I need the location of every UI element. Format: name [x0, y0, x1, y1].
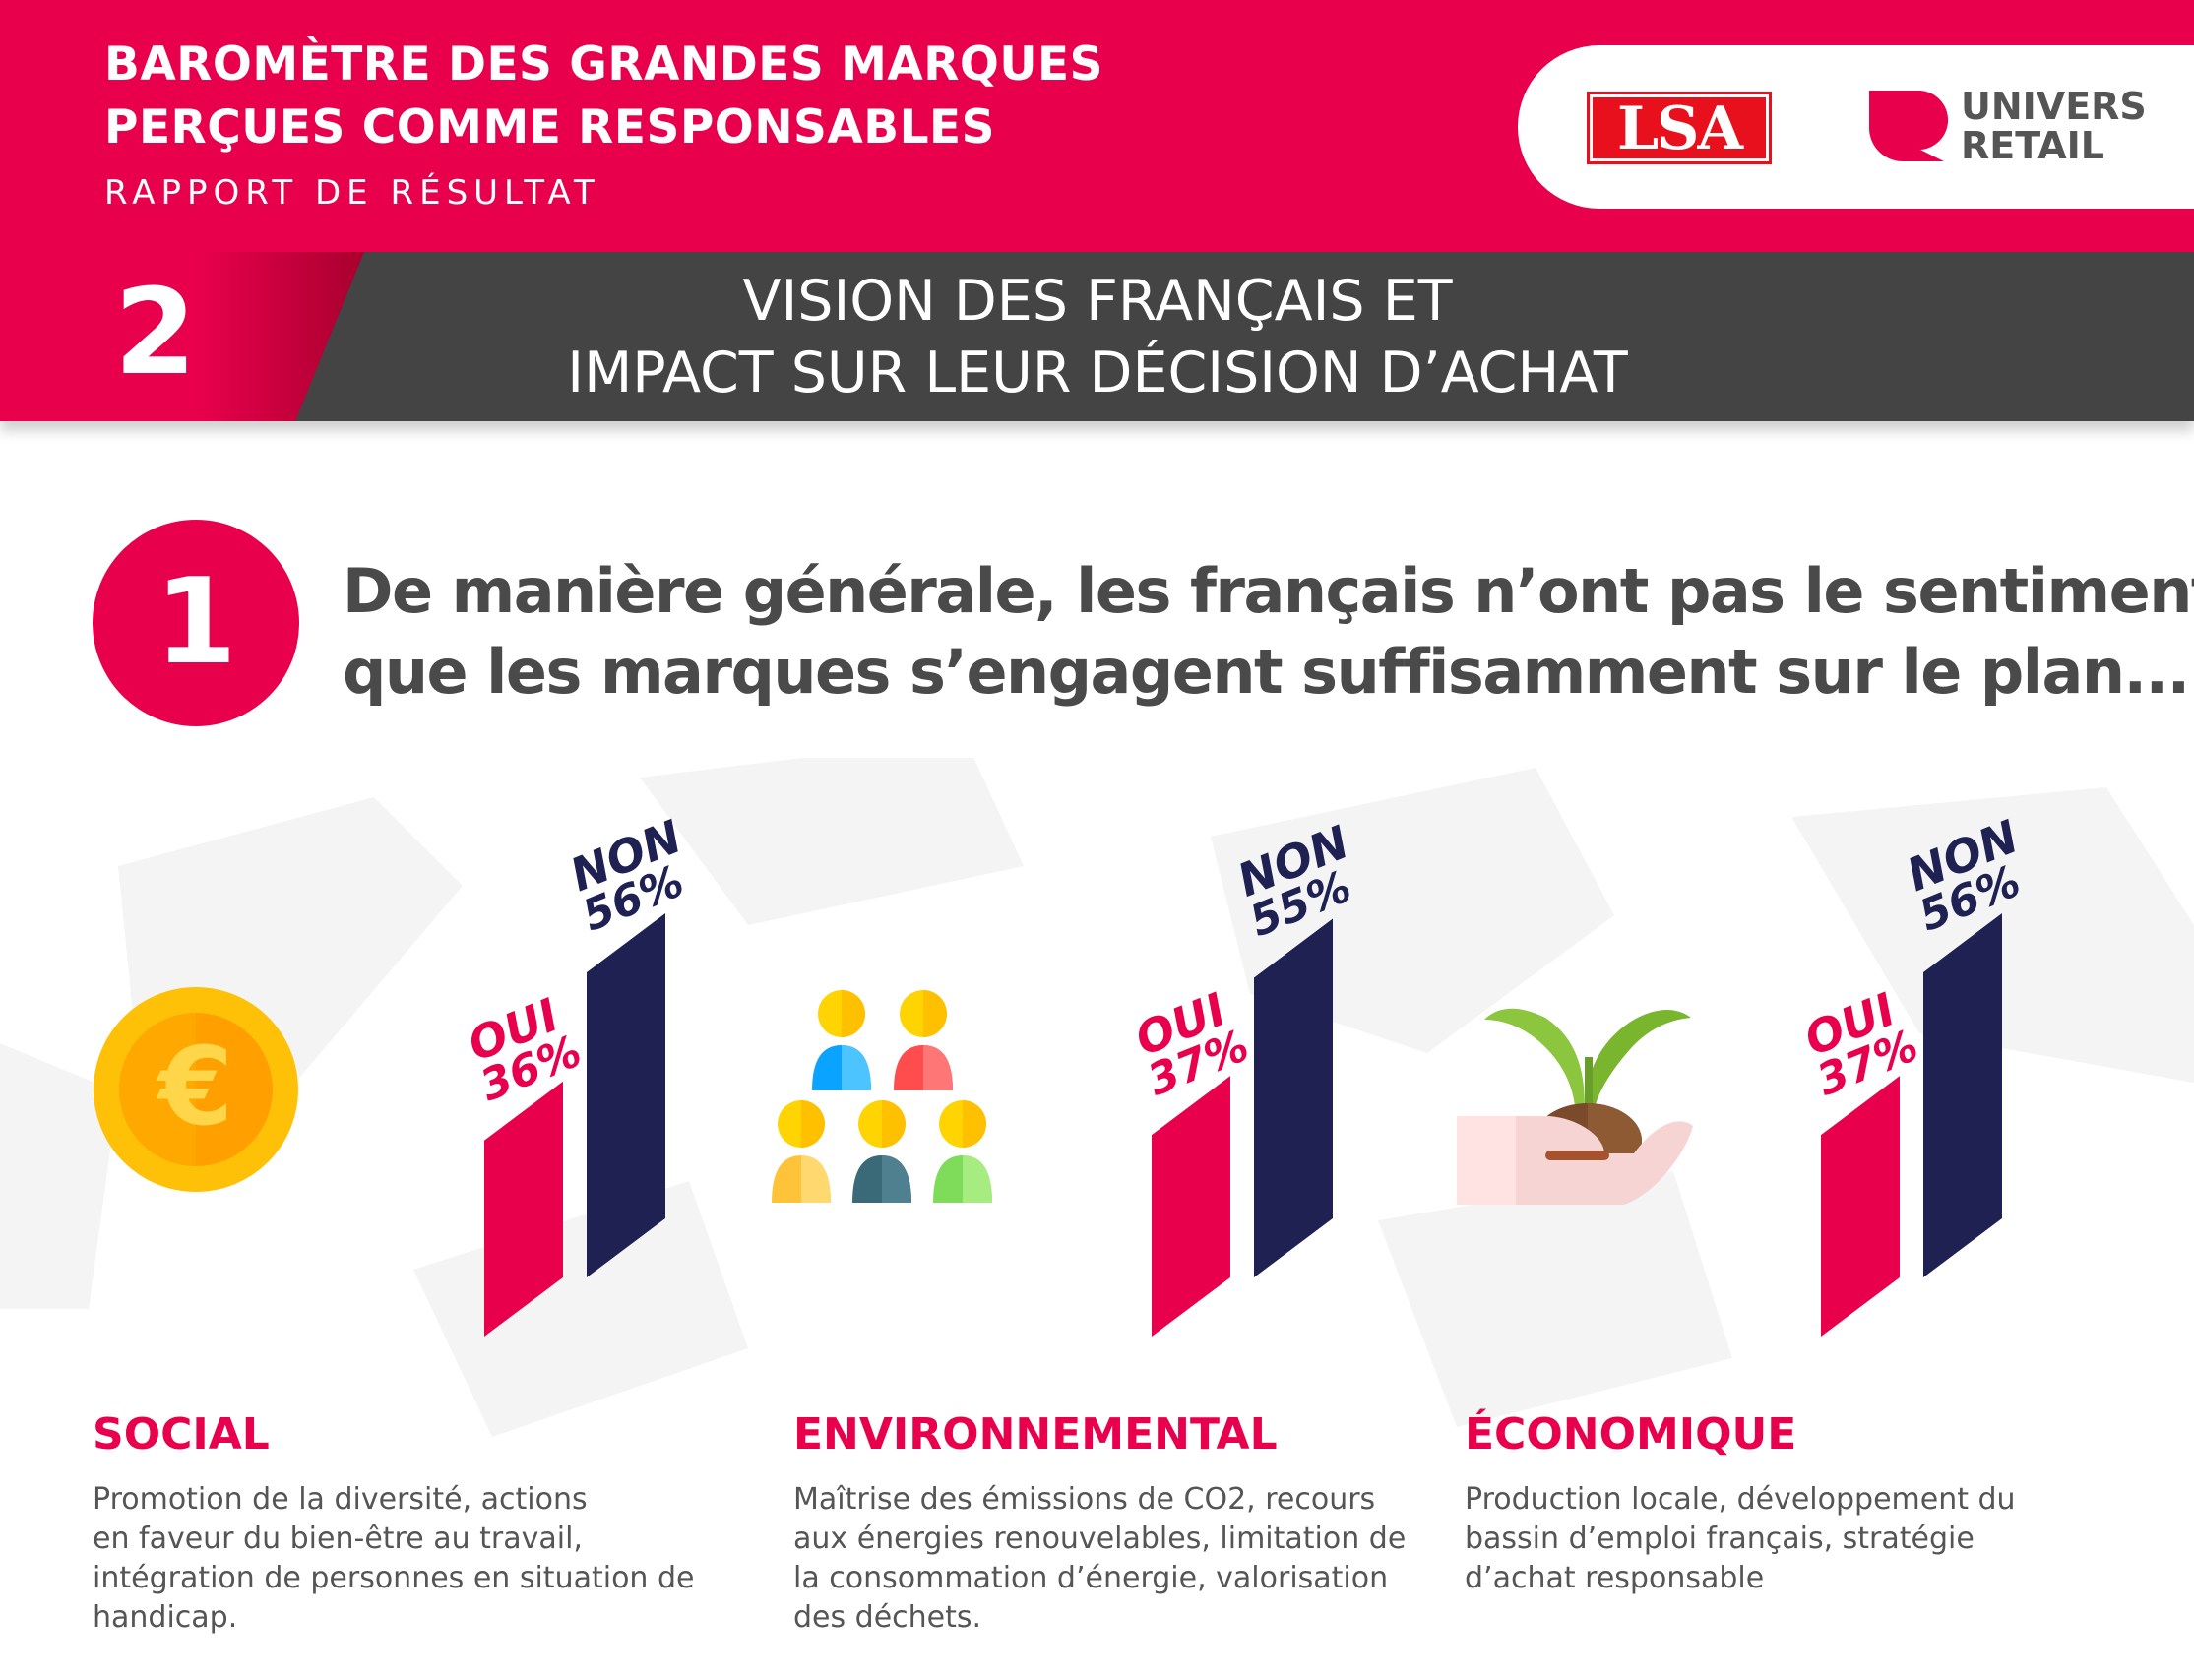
svg-text:€: €: [156, 1024, 234, 1150]
category-desc-social: Promotion de la diversité, actions en fa…: [93, 1480, 722, 1638]
bar-non-2: [1923, 913, 2002, 1277]
desc-line: aux énergies renouvelables, limitation d…: [793, 1522, 1407, 1556]
report-title-line2: PERÇUES COMME RESPONSABLES: [104, 100, 996, 155]
lsa-logo: LSA: [1587, 92, 1772, 164]
bar-oui-1: [1152, 1076, 1230, 1337]
desc-line: bassin d’emploi français, stratégie: [1465, 1522, 1975, 1556]
univers-retail-line2: RETAIL: [1961, 124, 2104, 167]
question-line2: que les marques s’engagent suffisamment …: [343, 636, 2190, 708]
section-title: VISION DES FRANÇAIS ET IMPACT SUR LEUR D…: [413, 266, 1782, 409]
bar-oui-0: [484, 1081, 563, 1337]
question-text: De manière générale, les français n’ont …: [343, 551, 2194, 713]
question-number-badge: 1: [93, 520, 299, 726]
euro-coin-icon: €: [94, 987, 298, 1192]
people-group-icon: [772, 990, 992, 1203]
desc-line: Production locale, développement du: [1465, 1482, 2016, 1517]
hand-plant-icon: [1457, 1008, 1693, 1205]
section-title-line2: IMPACT SUR LEUR DÉCISION D’ACHAT: [567, 341, 1628, 405]
report-title: BAROMÈTRE DES GRANDES MARQUES PERÇUES CO…: [104, 33, 1384, 159]
desc-line: en faveur du bien-être au travail,: [93, 1522, 583, 1556]
header-banner: BAROMÈTRE DES GRANDES MARQUES PERÇUES CO…: [0, 0, 2194, 252]
question-line1: De manière générale, les français n’ont …: [343, 555, 2194, 627]
bar-non-1: [1254, 918, 1333, 1277]
univers-retail-logo: UNIVERS RETAIL: [1961, 87, 2147, 165]
section-title-line1: VISION DES FRANÇAIS ET: [742, 269, 1453, 334]
desc-line: d’achat responsable: [1465, 1561, 1765, 1595]
category-title-social: SOCIAL: [93, 1409, 270, 1460]
category-title-environnemental: ENVIRONNEMENTAL: [793, 1409, 1278, 1460]
category-desc-environnemental: Maîtrise des émissions de CO2, recours a…: [793, 1480, 1423, 1638]
desc-line: handicap.: [93, 1600, 238, 1635]
category-title-economique: ÉCONOMIQUE: [1465, 1409, 1797, 1460]
univers-retail-line1: UNIVERS: [1961, 85, 2147, 128]
report-subtitle: RAPPORT DE RÉSULTAT: [104, 173, 600, 213]
desc-line: intégration de personnes en situation de: [93, 1561, 695, 1595]
section-bar: 2 VISION DES FRANÇAIS ET IMPACT SUR LEUR…: [0, 252, 2194, 421]
bar-non-0: [587, 913, 665, 1277]
category-desc-economique: Production locale, développement du bass…: [1465, 1480, 2095, 1598]
desc-line: des déchets.: [793, 1600, 982, 1635]
desc-line: Maîtrise des émissions de CO2, recours: [793, 1482, 1376, 1517]
univers-retail-mark-icon: [1869, 91, 1948, 161]
bar-oui-2: [1821, 1076, 1900, 1337]
desc-line: la consommation d’énergie, valorisation: [793, 1561, 1389, 1595]
section-number-block: [0, 252, 364, 421]
section-number: 2: [114, 265, 197, 402]
logos-panel: LSA UNIVERS RETAIL: [1518, 45, 2194, 209]
desc-line: Promotion de la diversité, actions: [93, 1482, 588, 1517]
report-title-line1: BAROMÈTRE DES GRANDES MARQUES: [104, 37, 1103, 92]
